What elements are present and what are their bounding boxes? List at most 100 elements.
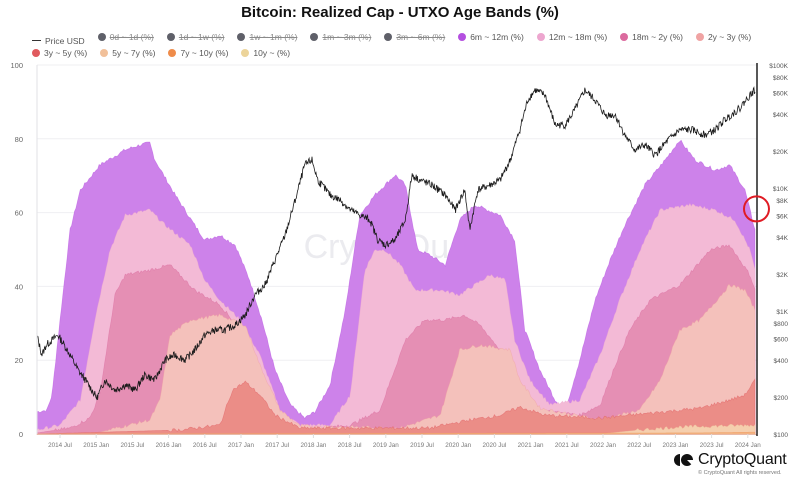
legend-item-3y-5y[interactable]: 3y ~ 5y (%) [32,47,87,59]
legend-label: 1d ~ 1w (%) [178,32,225,42]
brand-name: CryptoQuant [698,451,787,468]
y-tick-label-right: $4K [776,235,788,242]
dot-marker-icon [166,33,175,41]
x-tick-label: 2017 Jul [265,442,289,449]
y-tick-label-right: $100 [774,432,789,439]
x-tick-label: 2018 Jul [338,442,362,449]
x-tick-label: 2019 Jul [410,442,434,449]
dot-marker-icon [237,33,246,41]
price-line [36,86,756,401]
legend-item-price-usd[interactable]: Price USD [32,35,85,47]
dot-marker-icon [241,48,250,57]
legend-label: 12m ~ 18m (%) [548,32,608,42]
x-tick-label: 2024 Jan [735,442,761,449]
legend-item-6m-12m[interactable]: 6m ~ 12m (%) [458,31,524,43]
y-tick-label-right: $1K [776,309,788,316]
y-tick-label-left: 0 [19,430,23,439]
chart-title: Bitcoin: Realized Cap - UTXO Age Bands (… [241,4,559,21]
legend-item-1m-3m[interactable]: 1m ~ 3m (%) [310,31,371,43]
x-tick-label: 2014 Jul [48,442,72,449]
x-tick-label: 2015 Jan [83,442,109,449]
axes [36,63,758,436]
x-tick-label: 2020 Jan [445,442,471,449]
legend-label: 3y ~ 5y (%) [44,47,88,58]
y-tick-label-left: 20 [15,356,23,365]
y-tick-label-right: $800 [774,321,789,328]
dot-marker-icon [32,48,40,57]
y-tick-label-right: $2K [776,272,788,279]
y-tick-label-left: 60 [15,209,23,218]
x-tick-label: 2016 Jan [156,442,182,449]
y-tick-label-right: $100K [769,63,788,70]
y-axis-right: $100K $80K $60K $40K $20K $10K $8K $6K $4K $2K $1K… [769,63,788,439]
brand-logo: CryptoQuant [674,451,787,469]
legend-label: 7y ~ 10y (%) [180,47,229,58]
y-tick-label-right: $20K [773,149,789,156]
y-tick-label-right: $60K [773,90,789,97]
legend-label: 0d ~ 1d (%) [109,32,154,42]
y-tick-label-right: $400 [774,358,789,365]
x-tick-label: 2021 Jul [555,442,579,449]
x-axis: 2014 Jul 2015 Jan 2015 Jul 2016 Jan 2016 Jul… [48,434,761,449]
legend-item-12m-18m[interactable]: 12m ~ 18m (%) [536,31,608,43]
y-tick-label-left: 40 [15,282,23,291]
y-axis-left: 0 20 40 60 80 100 [10,61,23,439]
x-tick-label: 2015 Jul [120,442,144,449]
x-tick-label: 2017 Jan [228,442,254,449]
area-bands [36,139,756,435]
x-tick-label: 2018 Jan [300,442,326,449]
dot-marker-icon [97,33,106,41]
legend-label: 18m ~ 2y (%) [632,32,683,42]
x-tick-label: 2019 Jan [373,442,399,449]
legend-label: 10y ~ (%) [253,47,291,58]
y-tick-label-right: $6K [776,213,788,220]
x-tick-label: 2022 Jan [590,442,616,449]
legend-label: 3m ~ 6m (%) [396,32,446,42]
copyright-text: © CryptoQuant All rights reserved. [698,470,782,476]
legend-item-1d-1w[interactable]: 1d ~ 1w (%) [166,31,225,43]
legend: Price USD 0d ~ 1d (%) 1d ~ 1w (%) 1w ~ 1m (… [32,31,792,60]
cryptoquant-logo-icon [674,454,693,466]
x-tick-label: 2016 Jul [193,442,217,449]
legend-item-5y-7y[interactable]: 5y ~ 7y (%) [100,47,155,59]
legend-label: 1w ~ 1m (%) [249,32,298,42]
area-band-3y-5y [36,378,756,435]
legend-label: 1m ~ 3m (%) [322,32,372,42]
legend-item-2y-3y[interactable]: 2y ~ 3y (%) [695,31,752,43]
y-tick-label-right: $200 [774,395,789,402]
legend-item-3m-6m[interactable]: 3m ~ 6m (%) [384,31,445,43]
dot-marker-icon [100,48,109,57]
legend-label: 6m ~ 12m (%) [470,32,524,42]
legend-item-1w-1m[interactable]: 1w ~ 1m (%) [237,31,297,43]
y-tick-label-right: $8K [776,198,788,205]
legend-item-10y[interactable]: 10y ~ (%) [241,47,290,59]
legend-item-18m-2y[interactable]: 18m ~ 2y (%) [620,31,683,43]
dot-marker-icon [310,33,319,41]
dot-marker-icon [536,33,545,41]
price-line-group [36,86,756,401]
dot-marker-icon [458,33,467,41]
legend-label: Price USD [45,35,85,46]
annotation-circle [742,195,770,223]
legend-item-7y-10y[interactable]: 7y ~ 10y (%) [168,47,228,59]
dot-marker-icon [695,33,704,41]
line-marker-icon [32,40,41,41]
y-tick-label-right: $80K [773,75,789,82]
y-tick-label-right: $600 [774,336,789,343]
x-tick-label: 2023 Jul [700,442,724,449]
dot-marker-icon [620,33,629,41]
y-tick-label-right: $10K [773,186,789,193]
x-tick-label: 2020 Jul [482,442,506,449]
legend-label: 2y ~ 3y (%) [707,32,752,42]
dot-marker-icon [384,33,393,41]
y-tick-label-left: 100 [10,61,23,70]
legend-label: 5y ~ 7y (%) [112,47,156,58]
x-tick-label: 2021 Jan [518,442,544,449]
dot-marker-icon [168,48,177,57]
annotation [742,195,770,223]
x-tick-label: 2022 Jul [627,442,651,449]
legend-item-0d-1d[interactable]: 0d ~ 1d (%) [97,31,154,43]
y-tick-label-left: 80 [15,135,23,144]
x-tick-label: 2023 Jan [662,442,688,449]
